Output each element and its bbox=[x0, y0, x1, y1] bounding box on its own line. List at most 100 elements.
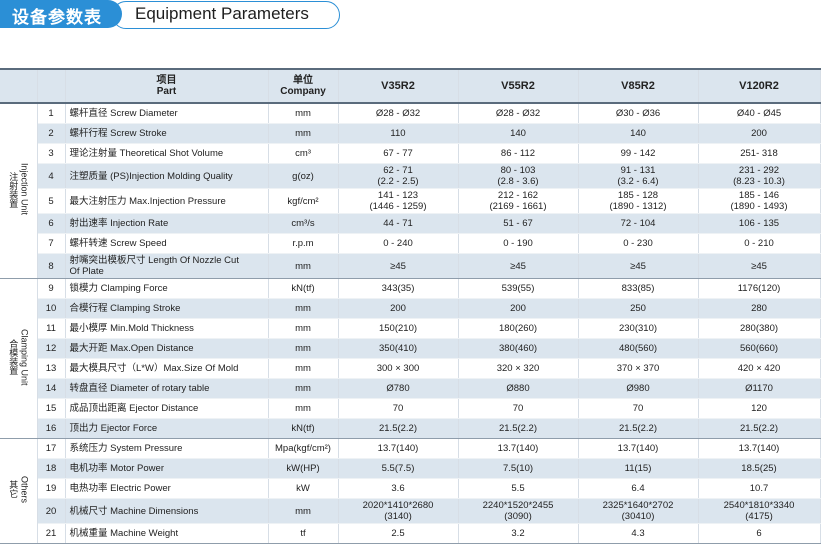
cell-text: 380(460) bbox=[498, 343, 538, 354]
cell-text: 4 bbox=[48, 170, 54, 182]
row-number: 3 bbox=[37, 143, 66, 164]
section-label-3: Others 其它 bbox=[0, 438, 38, 544]
value-model-2: ≥45 bbox=[458, 253, 579, 279]
row-number: 6 bbox=[37, 213, 66, 234]
cell-text: 6 bbox=[756, 528, 762, 539]
row-number: 2 bbox=[37, 123, 66, 144]
value-model-3: ≥45 bbox=[578, 253, 699, 279]
value-model-4: 231 - 292 (8.23 - 10.3) bbox=[698, 163, 821, 189]
cell-text: 350(410) bbox=[378, 343, 418, 354]
table-row: 4 注塑质量 (PS)Injection Molding Quality g(oz)… bbox=[0, 163, 821, 189]
cell-text: 140 bbox=[510, 128, 526, 139]
row-unit: Mpa(kgf/cm²) bbox=[268, 438, 339, 459]
row-number: 19 bbox=[37, 478, 66, 499]
cell-text: kW(HP) bbox=[286, 463, 320, 474]
cell-text: 370 × 370 bbox=[616, 363, 660, 374]
value-model-1: 44 - 71 bbox=[338, 213, 459, 234]
cell-text: 4.3 bbox=[631, 528, 645, 539]
cell-text: 合模行程 Clamping Stroke bbox=[69, 303, 181, 314]
cell-text: 560(660) bbox=[739, 343, 779, 354]
cell-text: 7.5(10) bbox=[502, 463, 534, 474]
section-label-cn: 注射装置 bbox=[8, 171, 19, 208]
row-number: 1 bbox=[37, 103, 66, 124]
value-model-2: Ø28 - Ø32 bbox=[458, 103, 579, 124]
cell-text: Ø880 bbox=[506, 383, 530, 394]
row-number: 7 bbox=[37, 233, 66, 254]
value-model-1: 200 bbox=[338, 298, 459, 319]
cell-text: mm bbox=[295, 303, 311, 314]
row-unit: mm bbox=[268, 378, 339, 399]
cell-text: 185 - 128 bbox=[617, 190, 659, 201]
cell-text: 机械尺寸 Machine Dimensions bbox=[69, 505, 199, 517]
value-model-4: Ø1170 bbox=[698, 378, 821, 399]
cell-text: Ø1170 bbox=[745, 383, 773, 394]
row-number: 14 bbox=[37, 378, 66, 399]
table-row: 6 射出速率 Injection Rate cm³/s 44 - 71 51 - 67 7… bbox=[0, 213, 821, 234]
value-model-4: 280(380) bbox=[698, 318, 821, 339]
cell-text: 21.5(2.2) bbox=[618, 423, 658, 434]
value-model-1: 343(35) bbox=[338, 278, 459, 299]
cell-text: 2020*1410*2680 bbox=[362, 500, 434, 511]
cell-text: 62 - 71 bbox=[383, 165, 413, 176]
cell-text: 8 bbox=[48, 260, 54, 272]
value-model-1: 300 × 300 bbox=[338, 358, 459, 379]
cell-text: 2540*1810*3340 bbox=[723, 500, 795, 511]
header-model-1: V35R2 bbox=[338, 68, 459, 104]
value-model-1: 62 - 71 (2.2 - 2.5) bbox=[338, 163, 459, 189]
cell-text: 212 - 162 bbox=[497, 190, 539, 201]
row-item-name: 合模行程 Clamping Stroke bbox=[65, 298, 269, 319]
value-model-1: 350(410) bbox=[338, 338, 459, 359]
value-model-3: 833(85) bbox=[578, 278, 699, 299]
cell-text: Ø28 - Ø32 bbox=[375, 108, 421, 119]
cell-text: 44 - 71 bbox=[383, 218, 413, 229]
cell-text: 110 bbox=[390, 128, 406, 139]
value-model-1: 0 - 240 bbox=[338, 233, 459, 254]
cell-text: 3 bbox=[48, 148, 54, 159]
cell-text: 3.2 bbox=[511, 528, 525, 539]
cell-text: 系统压力 System Pressure bbox=[69, 443, 183, 454]
cell-text: 420 × 420 bbox=[737, 363, 781, 374]
cell-text: 14 bbox=[45, 383, 57, 394]
cell-text: mm bbox=[295, 343, 311, 354]
header-model-3: V85R2 bbox=[578, 68, 699, 104]
cell-text: 13.7(140) bbox=[738, 443, 780, 454]
table-row: 15 成品顶出距离 Ejector Distance mm 70 70 70 120 bbox=[0, 398, 821, 419]
cell-text: 70 bbox=[392, 403, 404, 414]
value-model-3: 70 bbox=[578, 398, 699, 419]
table-row: 19 电热功率 Electric Power kW 3.6 5.5 6.4 10.7 bbox=[0, 478, 821, 499]
value-model-1: 5.5(7.5) bbox=[338, 458, 459, 479]
table-row: 7 螺杆转速 Screw Speed r.p.m 0 - 240 0 - 190 0 - … bbox=[0, 233, 821, 254]
cell-text: 13.7(140) bbox=[497, 443, 539, 454]
row-unit: mm bbox=[268, 123, 339, 144]
cell-text: 5.5 bbox=[511, 483, 525, 494]
row-item-name: 最大开距 Max.Open Distance bbox=[65, 338, 269, 359]
row-unit: mm bbox=[268, 358, 339, 379]
table-row: 5 最大注射压力 Max.Injection Pressure kgf/cm² 141… bbox=[0, 188, 821, 214]
cell-text: 150(210) bbox=[378, 323, 418, 334]
cell-text: 280 bbox=[751, 303, 767, 314]
cell-text: 13.7(140) bbox=[377, 443, 419, 454]
cell-text: ≥45 bbox=[630, 260, 646, 272]
value-model-2: 5.5 bbox=[458, 478, 579, 499]
section-label-en: Others bbox=[19, 475, 30, 503]
value-model-3: 6.4 bbox=[578, 478, 699, 499]
title-chinese: 设备参数表 bbox=[12, 8, 102, 28]
cell-text: mm bbox=[295, 363, 311, 374]
cell-text: 0 - 190 bbox=[503, 238, 533, 249]
value-model-4: 420 × 420 bbox=[698, 358, 821, 379]
row-unit: mm bbox=[268, 298, 339, 319]
value-model-2: 21.5(2.2) bbox=[458, 418, 579, 439]
cell-text: 19 bbox=[45, 483, 57, 494]
cell-text: 射嘴突出模板尺寸 Length Of Nozzle Cut bbox=[69, 255, 239, 266]
row-item-name: 理论注射量 Theoretical Shot Volume bbox=[65, 143, 269, 164]
cell-text: 15 bbox=[45, 403, 57, 414]
row-item-name: 锁模力 Clamping Force bbox=[65, 278, 269, 299]
value-model-4: 1176(120) bbox=[698, 278, 821, 299]
cell-text: 11 bbox=[46, 323, 56, 334]
row-number: 12 bbox=[37, 338, 66, 359]
cell-text: 280(380) bbox=[739, 323, 779, 334]
cell-text: 3.6 bbox=[391, 483, 405, 494]
table-row: 8 射嘴突出模板尺寸 Length Of Nozzle Cut Of Plate mm… bbox=[0, 253, 821, 279]
row-number: 11 bbox=[37, 318, 66, 339]
value-model-4: 18.5(25) bbox=[698, 458, 821, 479]
